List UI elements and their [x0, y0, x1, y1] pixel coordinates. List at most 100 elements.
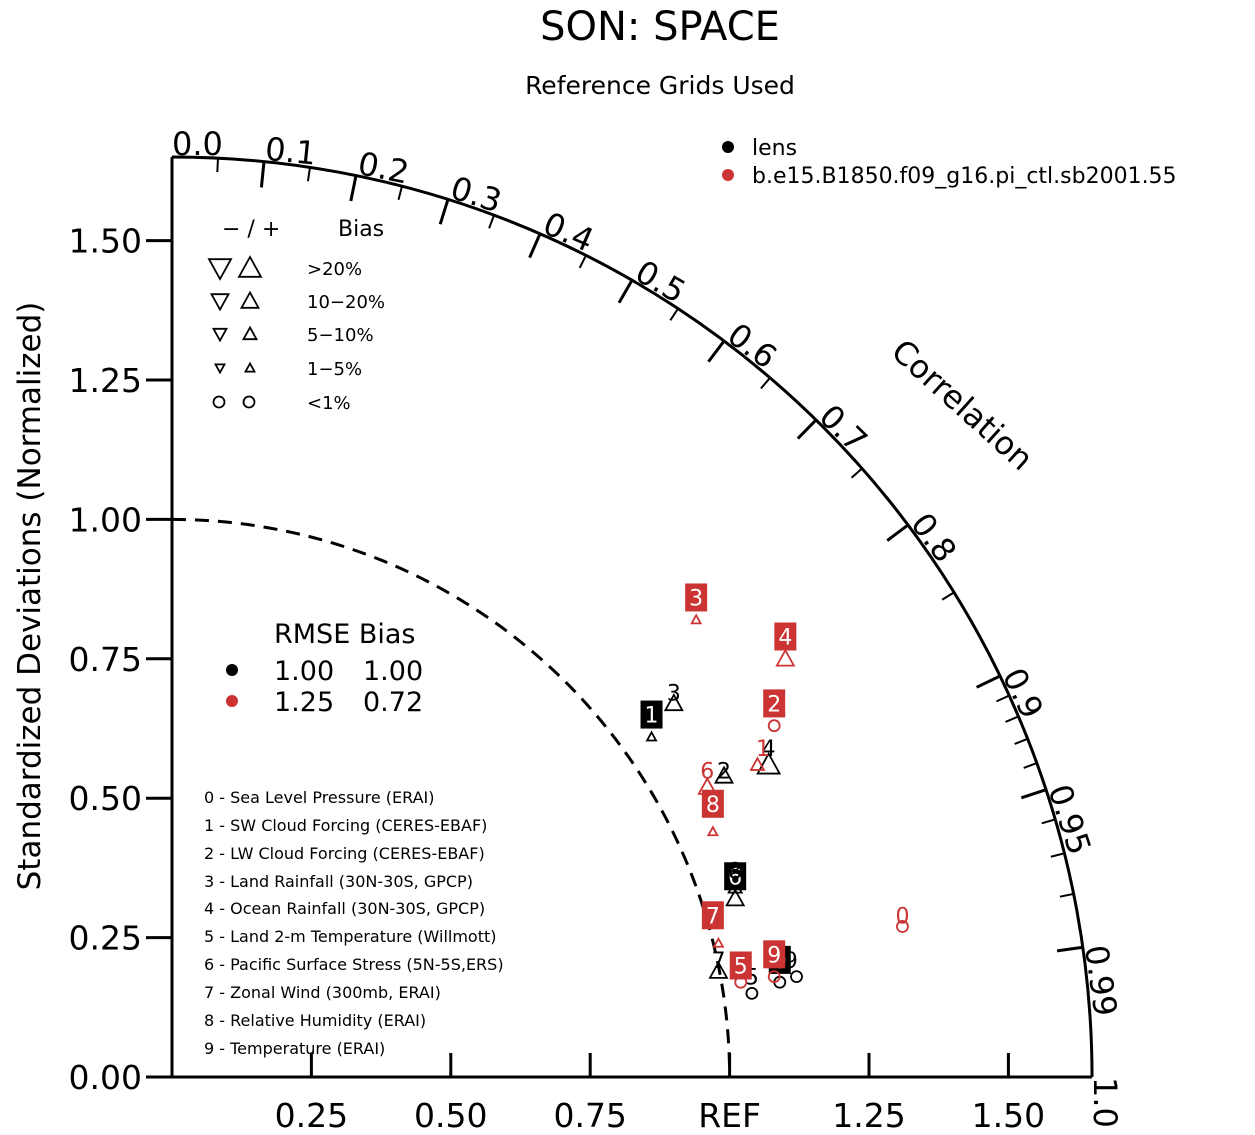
bias-legend-up-triangle-icon	[241, 325, 259, 341]
bias-legend-signs: − / +	[222, 217, 280, 242]
bias-legend-down-triangle-icon	[213, 363, 227, 375]
correlation-minor-tick	[578, 254, 587, 269]
outer-arc	[171, 155, 1094, 1078]
correlation-major-tick	[1020, 788, 1047, 800]
x-tick-label: REF	[698, 1096, 761, 1135]
variable-item: 2 - LW Cloud Forcing (CERES-EBAF)	[204, 844, 485, 863]
point-label: 1	[756, 737, 770, 762]
correlation-major-tick	[259, 161, 266, 188]
correlation-minor-tick	[669, 308, 679, 321]
stats-header: RMSE Bias	[274, 619, 415, 650]
correlation-tick-label: 0.2	[355, 144, 412, 191]
point-label: 4	[762, 737, 776, 762]
point-label-box	[724, 862, 747, 891]
variable-item: 7 - Zonal Wind (300mb, ERAI)	[204, 983, 441, 1002]
point-label: 7	[711, 949, 725, 974]
y-tick-label: 1.25	[69, 361, 142, 400]
bias-legend-down-triangle-icon	[209, 293, 231, 312]
correlation-major-tick	[617, 279, 634, 304]
bias-legend-header: Bias	[338, 217, 384, 242]
y-tick-label: 1.00	[69, 500, 142, 539]
correlation-minor-tick	[941, 591, 955, 601]
bias-marker	[767, 970, 781, 984]
variable-item: 3 - Land Rainfall (30N-30S, GPCP)	[204, 872, 473, 891]
point-label: 9	[784, 949, 798, 974]
chart-subtitle: Reference Grids Used	[525, 71, 795, 100]
point-label: 5	[734, 954, 748, 979]
y-tick-label: 0.00	[69, 1058, 142, 1097]
y-axis-label: Standardized Deviations (Normalized)	[12, 302, 48, 891]
bias-legend-up-triangle-icon	[243, 361, 257, 373]
case-legend-label-lens: lens	[752, 136, 797, 161]
bias-marker	[706, 825, 719, 837]
axes: 0.000.250.500.751.001.251.500.25 0.50 0.75…	[69, 155, 1094, 1135]
bias-legend-row-label: >20%	[307, 259, 362, 280]
x-tick-label: 1.50	[972, 1096, 1045, 1135]
x-tick-label: 0.25	[275, 1096, 348, 1135]
correlation-major-tick	[796, 418, 818, 440]
correlation-major-tick	[975, 674, 1001, 689]
bias-marker	[756, 751, 782, 775]
stats-rmse-value: 1.00	[274, 656, 334, 687]
bias-legend-up-triangle-icon	[237, 255, 263, 278]
correlation-major-tick	[886, 523, 909, 542]
point-label: 3	[689, 586, 703, 611]
bias-marker	[896, 920, 909, 933]
bias-marker	[663, 693, 684, 712]
bias-marker	[749, 756, 766, 771]
stats-table: RMSE Bias 1.00 1.00 1.25 0.72	[226, 619, 423, 718]
correlation-major-tick	[438, 198, 450, 225]
point-label-box	[763, 940, 786, 969]
bias-marker	[767, 719, 781, 733]
case-legend: lens b.e15.B1850.f09_g16.pi_ctl.sb2001.5…	[722, 136, 1177, 189]
point-label: 6	[700, 759, 714, 784]
correlation-minor-tick	[1050, 852, 1065, 858]
case-legend-dot-pi-ctl	[722, 169, 734, 181]
point-label-box	[640, 700, 663, 729]
variable-item: 4 - Ocean Rainfall (30N-30S, GPCP)	[204, 899, 485, 918]
stats-row-dot	[226, 664, 238, 676]
bias-legend-shapes	[207, 255, 263, 409]
point-label: 4	[778, 625, 792, 650]
point-label: 6	[728, 865, 742, 890]
correlation-axis-label: Correlation	[884, 332, 1041, 478]
x-tick-label: 1.25	[832, 1096, 905, 1135]
variable-item: 0 - Sea Level Pressure (ERAI)	[204, 788, 434, 807]
correlation-tick-label: 0.4	[538, 204, 600, 259]
data-points: 01234567890123456789	[640, 583, 909, 1000]
stats-row-dot	[226, 695, 238, 707]
point-label: 0	[895, 904, 909, 929]
correlation-tick-label: 0.99	[1077, 943, 1125, 1019]
point-label-box	[701, 789, 724, 818]
point-label: 3	[667, 681, 681, 706]
correlation-minor-tick	[488, 214, 495, 229]
y-tick-label: 0.50	[69, 779, 142, 818]
point-label-box	[685, 583, 708, 612]
correlation-minor-tick	[1023, 762, 1038, 769]
bias-marker	[708, 960, 729, 979]
point-label-box	[774, 622, 797, 651]
correlation-tick-label: 0.8	[903, 506, 964, 570]
variable-item: 8 - Relative Humidity (ERAI)	[204, 1011, 426, 1030]
point-label-box	[763, 689, 786, 718]
case-legend-dot-lens	[722, 141, 734, 153]
correlation-tick-label: 0.5	[629, 253, 692, 311]
correlation-minor-tick	[760, 377, 771, 390]
point-label: 7	[706, 904, 720, 929]
bias-legend-row-label: 5−10%	[307, 325, 374, 346]
point-label: 8	[728, 860, 742, 885]
bias-legend-row-label: 1−5%	[307, 359, 362, 380]
bias-legend-down-triangle-icon	[211, 327, 229, 343]
variable-item: 5 - Land 2-m Temperature (Willmott)	[204, 927, 497, 946]
point-label: 9	[767, 943, 781, 968]
correlation-tick-label: 0.0	[172, 125, 223, 163]
variable-item: 6 - Pacific Surface Stress (5N-5S,ERS)	[204, 955, 504, 974]
point-label: 2	[717, 759, 731, 784]
point-label-box	[701, 901, 724, 930]
bias-marker	[713, 765, 735, 784]
bias-marker	[745, 986, 759, 1000]
correlation-tick-label: 0.95	[1040, 780, 1098, 860]
point-label: 1	[645, 704, 659, 729]
correlation-major-tick	[528, 233, 542, 259]
stats-rmse-value: 1.25	[274, 687, 334, 718]
